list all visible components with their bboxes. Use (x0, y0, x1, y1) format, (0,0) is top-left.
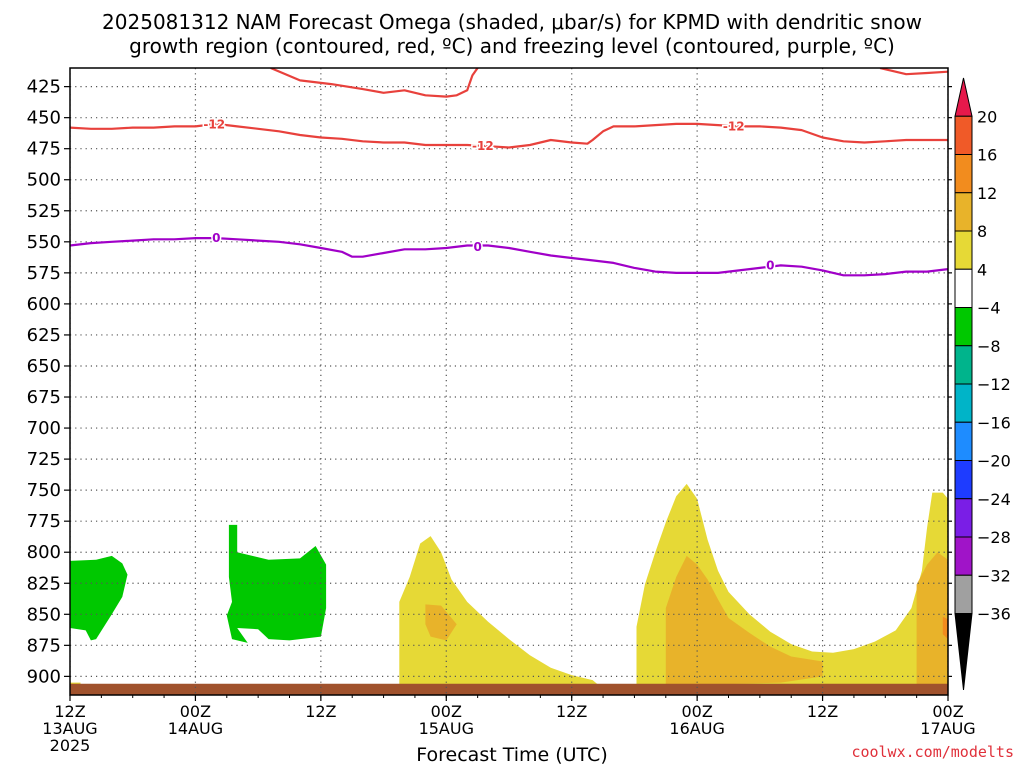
y-tick-label: 750 (27, 480, 61, 501)
y-tick-label: 450 (27, 108, 61, 129)
colorbar-swatch (954, 268, 973, 308)
colorbar-label: −28 (977, 528, 1011, 547)
x-tick-label: 00Z (932, 702, 963, 721)
y-tick-label: 800 (27, 542, 61, 563)
colorbar-swatch (954, 421, 973, 461)
colorbar-arrow-bottom (954, 613, 973, 691)
colorbar-label: 16 (977, 146, 997, 165)
chart-title-line-2: growth region (contoured, red, ºC) and f… (129, 34, 895, 58)
contour-label: -12 (203, 117, 225, 131)
colorbar-swatch (954, 115, 973, 155)
x-tick-label: 15AUG (419, 719, 474, 738)
colorbar-label: −4 (977, 299, 1001, 318)
colorbar-label: −32 (977, 566, 1011, 585)
contour-line (270, 68, 479, 98)
colorbar-swatch (954, 574, 973, 614)
colorbar-label: 4 (977, 260, 987, 279)
colorbar-swatch (954, 460, 973, 500)
x-tick-label: 00Z (180, 702, 211, 721)
colorbar-swatch (954, 345, 973, 385)
shaded-region (942, 616, 948, 640)
x-tick-label: 12Z (305, 702, 336, 721)
x-tick-label: 00Z (431, 702, 462, 721)
colorbar-label: 8 (977, 222, 987, 241)
shaded-region (916, 552, 948, 695)
chart-title-line-1: 2025081312 NAM Forecast Omega (shaded, μ… (102, 10, 922, 34)
shaded-region (226, 524, 327, 643)
contour-label: 0 (473, 240, 481, 254)
colorbar-label: −8 (977, 337, 1001, 356)
x-tick-label: 12Z (54, 702, 85, 721)
colorbar-swatch (954, 154, 973, 194)
shaded-region (399, 536, 604, 689)
y-tick-label: 525 (27, 201, 61, 222)
x-tick-label: 17AUG (920, 719, 975, 738)
contour-label: -12 (472, 139, 494, 153)
colorbar-arrow-top (954, 77, 973, 117)
y-tick-label: 475 (27, 139, 61, 160)
plot-frame (69, 67, 949, 696)
y-tick-label: 600 (27, 294, 61, 315)
y-tick-label: 725 (27, 449, 61, 470)
y-tick-label: 500 (27, 170, 61, 191)
contour-line (879, 68, 948, 76)
contour-line (70, 122, 948, 149)
colorbar-label: −36 (977, 605, 1011, 624)
y-tick-label: 850 (27, 604, 61, 625)
y-tick-label: 900 (27, 666, 61, 687)
y-tick-label: 675 (27, 387, 61, 408)
contour-line (70, 237, 948, 277)
colorbar-swatch (954, 307, 973, 347)
x-tick-label: 16AUG (669, 719, 724, 738)
colorbar-swatch (954, 498, 973, 538)
y-tick-label: 775 (27, 511, 61, 532)
shaded-region (425, 604, 457, 641)
shaded-region (70, 555, 128, 641)
colorbar-swatch (954, 230, 973, 270)
y-tick-label: 875 (27, 635, 61, 656)
plot-area: -12 -12 -12 0 0 0 (70, 68, 948, 695)
colorbar-label: 12 (977, 184, 997, 203)
source-credit: coolwx.com/modelts (851, 743, 1014, 761)
y-tick-label: 825 (27, 573, 61, 594)
x-axis-title: Forecast Time (UTC) (416, 744, 608, 766)
colorbar-label: −12 (977, 375, 1011, 394)
contour-label: 0 (212, 231, 220, 245)
y-tick-label: 575 (27, 263, 61, 284)
colorbar-label: −20 (977, 452, 1011, 471)
y-tick-label: 425 (27, 77, 61, 98)
contour-label: 0 (766, 258, 774, 272)
colorbar-swatch (954, 536, 973, 576)
colorbar-label: −16 (977, 413, 1011, 432)
colorbar-swatch (954, 192, 973, 232)
y-tick-label: 650 (27, 356, 61, 377)
shaded-region (665, 555, 823, 695)
shaded-region (70, 683, 948, 695)
y-tick-label: 700 (27, 418, 61, 439)
x-tick-label: 12Z (807, 702, 838, 721)
colorbar-label: 20 (977, 107, 997, 126)
x-tick-label: 12Z (556, 702, 587, 721)
x-tick-label: 2025 (50, 736, 91, 755)
colorbar-label: −24 (977, 490, 1011, 509)
contour-label: -12 (723, 119, 745, 133)
colorbar-swatch (954, 383, 973, 423)
x-tick-label: 00Z (681, 702, 712, 721)
y-tick-label: 625 (27, 325, 61, 346)
x-tick-label: 14AUG (168, 719, 223, 738)
x-tick-label: 13AUG (42, 719, 97, 738)
y-tick-label: 550 (27, 232, 61, 253)
